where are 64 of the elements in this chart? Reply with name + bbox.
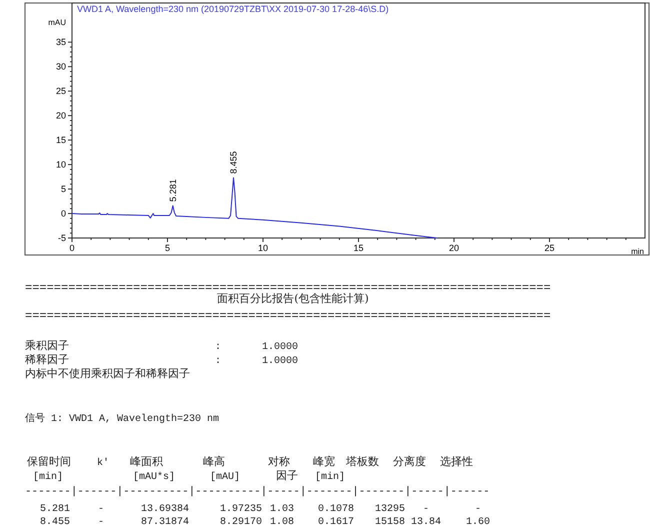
text: ========================================================================= [25, 309, 551, 323]
text: 13295 [374, 504, 405, 515]
text: 峰高 [203, 455, 225, 468]
text: 1.03 [270, 504, 294, 515]
text: 8.455 [40, 517, 70, 525]
text: - [98, 504, 104, 515]
x-tick-label: 25 [544, 243, 555, 253]
y-tick-label: 10 [56, 160, 66, 170]
text: [min] [33, 471, 64, 483]
text: : [214, 356, 222, 367]
text: 信号 1: VWD1 A, Wavelength=230 nm [25, 412, 220, 425]
x-tick-label: 0 [69, 243, 75, 253]
x-tick-label: 20 [448, 243, 460, 253]
chart-title: VWD1 A, Wavelength=230 nm (20190729TZBT\XX 2019-07-30 17-28-46\S.D) [77, 4, 389, 14]
annotation: 5.281 [168, 179, 178, 202]
text: 乘积因子 [25, 339, 69, 352]
text: 分离度 [393, 455, 426, 468]
text: -------|------|----------|----------|-----|-------|-------|-----|------ [25, 486, 490, 498]
y-tick-label: -5 [58, 233, 66, 243]
text: [mAU] [210, 471, 240, 483]
text: 13.84 [410, 517, 442, 525]
text: 峰宽 [313, 455, 335, 468]
text: 1.97235 [220, 504, 262, 515]
text: 对称 [268, 455, 290, 468]
text: 5.281 [40, 504, 70, 515]
text: 选择性 [440, 455, 473, 468]
y-tick-label: 35 [56, 37, 66, 48]
text: 13.69384 [140, 504, 189, 515]
text: 87.31874 [140, 517, 189, 525]
text: 1.0000 [262, 356, 298, 367]
x-tick-label: 10 [258, 243, 268, 253]
y-tick-label: 20 [56, 110, 66, 121]
text: 0.1617 [318, 517, 354, 525]
text: [min] [315, 471, 346, 483]
text: - [474, 504, 482, 515]
text: 面积百分比报告(包含性能计算) [217, 292, 369, 305]
y-tick-label: 30 [56, 62, 66, 72]
text: 稀释因子 [25, 353, 69, 366]
text: - [98, 517, 104, 525]
x-tick-label: 15 [353, 243, 364, 253]
annotation: 8.455 [228, 151, 238, 174]
x-axis-title: min [631, 247, 644, 256]
text: 保留时间 [27, 455, 71, 468]
x-tick-label: 5 [164, 243, 170, 253]
y-tick-label: 0 [60, 208, 66, 219]
text: 8.29170 [220, 517, 262, 525]
text: [mAU*s] [133, 471, 176, 483]
text: 1.60 [466, 517, 490, 525]
text: - [422, 504, 430, 515]
y-axis-title: mAU [48, 18, 66, 27]
text: k' [97, 457, 110, 469]
text: 15158 [374, 517, 405, 525]
text: 塔板数 [345, 455, 379, 468]
y-tick-label: 15 [56, 135, 66, 146]
text: 1.0000 [262, 342, 298, 353]
y-tick-label: 5 [60, 184, 66, 194]
text: 峰面积 [130, 455, 163, 468]
text: 因子 [276, 469, 298, 482]
text: : [214, 342, 222, 353]
line-series [72, 177, 438, 238]
y-tick-label: 25 [56, 86, 66, 96]
text: 内标中不使用乘积因子和稀释因子 [25, 367, 190, 380]
text: 1.08 [270, 517, 294, 525]
text: 0.1078 [318, 504, 354, 515]
